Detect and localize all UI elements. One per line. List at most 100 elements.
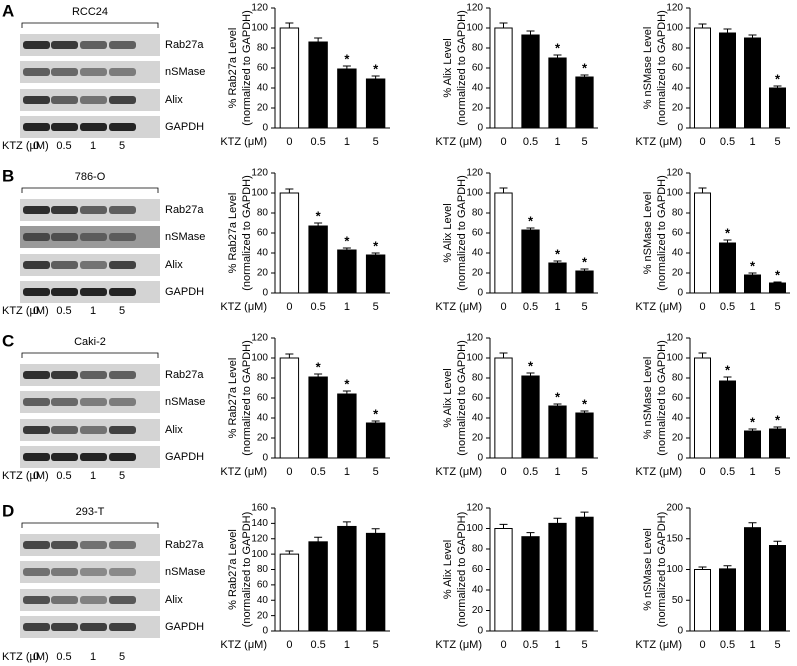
y-tick-label: 60	[257, 393, 269, 404]
protein-label: Rab27a	[165, 39, 204, 51]
bar	[337, 68, 357, 129]
blot-band	[80, 426, 107, 434]
bar	[365, 422, 386, 459]
y-axis-label: % Alix Level	[442, 38, 454, 97]
y-tick-label: 20	[672, 103, 684, 114]
dose-label: KTZ (μM)	[2, 140, 49, 152]
error-bar	[748, 34, 757, 38]
blot-band	[23, 96, 50, 104]
error-bar	[342, 65, 351, 69]
blot-band	[23, 206, 50, 214]
error-bar	[499, 352, 508, 358]
blot-band	[51, 623, 78, 631]
x-tick-label: 0.5	[720, 301, 735, 313]
y-tick-label: 40	[472, 248, 484, 259]
y-axis-label: (normalized to GAPDH)	[456, 340, 468, 456]
y-tick-label: 160	[251, 503, 268, 514]
error-bar	[723, 28, 732, 33]
y-tick-label: 100	[251, 549, 268, 560]
y-tick-label: 20	[472, 433, 484, 444]
y-tick-label: 100	[251, 188, 268, 199]
blot-band	[51, 541, 78, 549]
panel-letter: D	[2, 501, 14, 520]
y-tick-label: 60	[472, 393, 484, 404]
x-tick-label: 1	[749, 301, 755, 313]
x-axis-label: KTZ (μM)	[435, 639, 482, 651]
y-tick-label: 80	[472, 544, 484, 555]
y-tick-label: 20	[672, 433, 684, 444]
error-bar	[314, 536, 323, 542]
blot-band	[80, 398, 107, 406]
error-bar	[553, 260, 562, 263]
blot-band	[80, 288, 107, 296]
y-tick-label: 100	[666, 188, 683, 199]
y-axis-label: % Alix Level	[442, 540, 454, 599]
error-bar	[580, 74, 589, 77]
y-tick-label: 200	[666, 503, 683, 514]
x-tick-label: 1	[749, 136, 755, 148]
blot-band	[51, 371, 78, 379]
error-bar	[499, 523, 508, 529]
error-bar	[748, 272, 757, 275]
x-tick-label: 0	[500, 136, 506, 148]
y-tick-label: 120	[466, 168, 483, 179]
significance-mark: *	[373, 406, 379, 421]
dose-value: 5	[119, 140, 125, 152]
protein-label: nSMase	[165, 231, 205, 243]
error-bar	[285, 550, 294, 555]
blot-background	[20, 61, 160, 83]
y-axis-label: % Rab27a Level	[227, 529, 239, 610]
x-tick-label: 1	[749, 639, 755, 651]
error-bar	[285, 353, 294, 358]
y-tick-label: 20	[672, 268, 684, 279]
bar	[308, 376, 328, 459]
blot-band	[109, 453, 136, 461]
blot-band	[109, 541, 136, 549]
x-axis-label: KTZ (μM)	[435, 466, 482, 478]
blot-band	[80, 68, 107, 76]
cell-line-label: RCC24	[72, 6, 108, 18]
protein-label: Alix	[165, 594, 183, 606]
bar	[279, 27, 300, 129]
protein-label: GAPDH	[165, 621, 204, 633]
blot-band	[80, 541, 107, 549]
blot-band	[51, 398, 78, 406]
error-bar	[553, 517, 562, 524]
protein-label: GAPDH	[165, 121, 204, 133]
protein-label: nSMase	[165, 566, 205, 578]
y-tick-label: 0	[262, 453, 268, 464]
error-bar	[723, 376, 732, 381]
bar	[337, 393, 357, 459]
y-tick-label: 0	[477, 453, 483, 464]
y-axis-label: (normalized to GAPDH)	[241, 512, 253, 628]
y-tick-label: 120	[251, 333, 268, 344]
error-bar	[371, 420, 380, 423]
error-bar	[723, 239, 732, 243]
x-tick-label: 5	[373, 136, 379, 148]
y-tick-label: 0	[677, 288, 683, 299]
blot-band	[109, 41, 136, 49]
error-bar	[526, 532, 535, 537]
y-tick-label: 100	[251, 23, 268, 34]
blot-band	[51, 596, 78, 604]
x-tick-label: 1	[344, 466, 350, 478]
blot-band	[51, 426, 78, 434]
bar	[279, 553, 300, 632]
y-tick-label: 20	[257, 268, 269, 279]
x-tick-label: 1	[554, 301, 560, 313]
blot-band	[109, 371, 136, 379]
dose-value: 5	[119, 305, 125, 317]
cell-line-label: 293-T	[76, 506, 105, 518]
y-tick-label: 60	[472, 228, 484, 239]
y-axis-label: (normalized to GAPDH)	[241, 340, 253, 456]
y-tick-label: 40	[472, 83, 484, 94]
y-tick-label: 80	[472, 43, 484, 54]
bar	[494, 528, 513, 632]
y-tick-label: 0	[262, 123, 268, 134]
x-tick-label: 0.5	[310, 639, 325, 651]
significance-mark: *	[528, 358, 534, 373]
x-axis-label: KTZ (μM)	[435, 301, 482, 313]
y-axis-label: % nSMase Level	[642, 357, 654, 440]
blot-band	[51, 41, 78, 49]
